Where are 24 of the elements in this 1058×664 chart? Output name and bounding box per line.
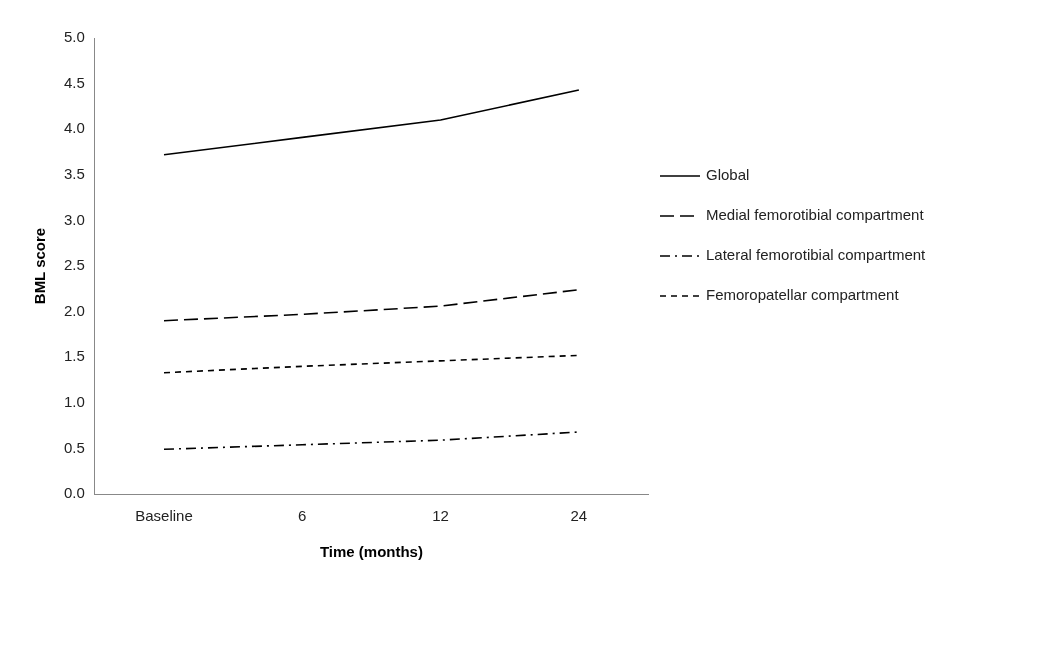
y-tick-label: 1.0: [63, 392, 85, 410]
y-tick-label: 0.0: [63, 484, 85, 502]
x-tick-label: 24: [570, 507, 588, 525]
y-tick-label: 5.0: [63, 28, 85, 46]
legend-label: Femoropatellar compartment: [706, 286, 900, 304]
x-tick-label: Baseline: [135, 507, 193, 525]
y-tick-label: 4.5: [63, 73, 85, 91]
y-tick-label: 3.0: [63, 210, 85, 228]
legend-label: Medial femorotibial compartment: [706, 206, 925, 224]
y-tick-label: 2.0: [63, 301, 85, 319]
legend-label: Global: [706, 166, 750, 184]
y-tick-label: 0.5: [63, 438, 85, 456]
line-series: [163, 288, 580, 322]
x-axis-title: Time (months): [319, 543, 423, 561]
y-axis-title: BML score: [31, 227, 49, 305]
y-tick-label: 2.5: [63, 256, 85, 274]
y-tick-label: 3.5: [63, 164, 85, 182]
y-tick-label: 4.0: [63, 119, 85, 137]
y-tick-label: 1.5: [63, 347, 85, 365]
legend-label: Lateral femorotibial compartment: [706, 246, 927, 264]
x-tick-label: 6: [298, 507, 307, 525]
x-tick-label: 12: [432, 507, 449, 525]
line-series: [163, 354, 580, 374]
line-series: [163, 431, 580, 451]
